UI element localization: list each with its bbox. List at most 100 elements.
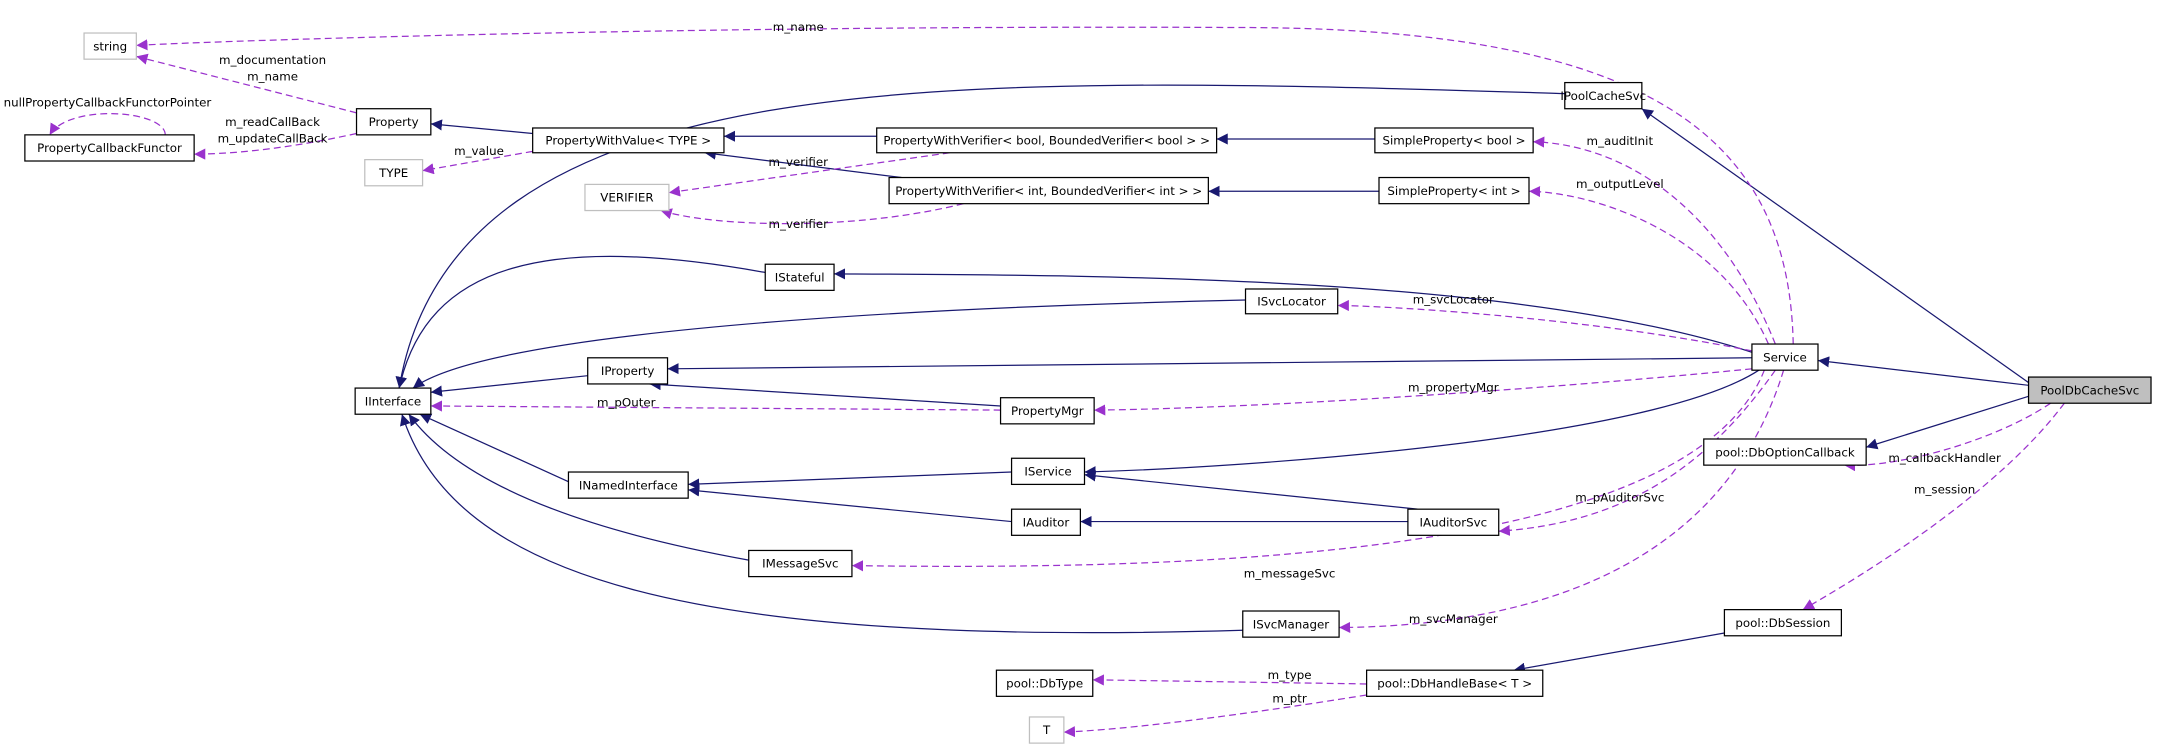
node: IAuditorSvc <box>1407 508 1500 536</box>
node: SimpleProperty< bool > <box>1374 127 1534 154</box>
node-box <box>587 357 669 385</box>
node-label: pool::DbHandleBase< T > <box>1377 676 1532 690</box>
node-box <box>1010 457 1086 486</box>
node-box <box>1564 81 1643 110</box>
node-label: PropertyWithValue< TYPE > <box>545 134 711 148</box>
edge-label: m_outputLevel <box>1576 177 1664 191</box>
node: Service <box>1751 343 1819 371</box>
edge-label: m_name <box>247 70 298 84</box>
node-label: ISvcManager <box>1253 617 1329 631</box>
edge-label: m_value <box>454 144 504 158</box>
node-box <box>748 549 853 578</box>
node: VERIFIER <box>584 183 670 212</box>
node: PropertyWithVerifier< int, BoundedVerifi… <box>888 176 1209 205</box>
edge-label: m_updateCallBack <box>218 131 328 145</box>
node-box <box>876 127 1218 154</box>
node-box <box>354 387 432 415</box>
edge-label: m_type <box>1268 668 1312 682</box>
node-box <box>83 32 137 60</box>
node-box <box>1751 343 1819 371</box>
node-label: string <box>93 39 127 53</box>
node-label: TYPE <box>378 166 408 180</box>
node-box <box>532 127 725 154</box>
node: IPoolCacheSvc <box>1560 81 1646 110</box>
node-box <box>355 108 432 136</box>
node-label: ISvcLocator <box>1257 295 1326 309</box>
edge-label: m_pOuter <box>597 396 656 410</box>
nodes: string PropertyCallbackFunctor Property TYP… <box>24 32 2152 744</box>
node: PropertyMgr <box>999 397 1095 425</box>
edge-label: m_svcManager <box>1409 612 1498 626</box>
node-label: SimpleProperty< int > <box>1387 184 1520 198</box>
node-label: IAuditor <box>1023 515 1070 529</box>
node-label: Property <box>369 115 419 129</box>
node-label: T <box>1042 723 1051 737</box>
node-box <box>764 263 835 291</box>
node-label: IAuditorSvc <box>1419 515 1487 529</box>
edge-label: m_readCallBack <box>225 115 320 129</box>
edge-label: m_auditInit <box>1587 134 1654 148</box>
usage-edges <box>49 26 2065 738</box>
node-label: PropertyMgr <box>1011 404 1084 418</box>
node: PropertyWithVerifier< bool, BoundedVerif… <box>876 127 1218 154</box>
edge-label: m_ptr <box>1272 692 1307 706</box>
node: TYPE <box>364 159 424 187</box>
node: IInterface <box>354 387 432 415</box>
node-box <box>24 134 195 162</box>
node-box <box>567 471 689 499</box>
edge-label: m_pAuditorSvc <box>1575 491 1664 505</box>
node: pool::DbType <box>995 669 1094 697</box>
node: IStateful <box>764 263 835 291</box>
node-label: SimpleProperty< bool > <box>1382 134 1525 148</box>
node: IAuditor <box>1010 508 1081 536</box>
edge-label: m_session <box>1914 482 1975 496</box>
node-box <box>999 397 1095 425</box>
node-label: pool::DbType <box>1006 676 1083 690</box>
edge-label: m_messageSvc <box>1244 566 1336 580</box>
node: SimpleProperty< int > <box>1378 176 1530 205</box>
node-box <box>1723 609 1843 637</box>
node: PoolDbCacheSvc <box>2027 376 2152 404</box>
node: IProperty <box>587 357 669 385</box>
inheritance-edges <box>395 84 2029 674</box>
node: PropertyCallbackFunctor <box>24 134 195 162</box>
edge-label: m_verifier <box>769 217 829 231</box>
node: pool::DbSession <box>1723 609 1843 637</box>
node-box <box>1365 669 1544 697</box>
node-box <box>364 159 424 187</box>
node: string <box>83 32 137 60</box>
node: INamedInterface <box>567 471 689 499</box>
edge-label: m_verifier <box>769 155 829 169</box>
node-label: PropertyWithVerifier< int, BoundedVerifi… <box>895 184 1202 198</box>
node-box <box>1407 508 1500 536</box>
node-box <box>1010 508 1081 536</box>
node-label: IStateful <box>775 270 825 284</box>
edge-labels: m_name m_documentation m_name nullPropertyC… <box>4 20 2001 706</box>
node-box <box>1244 288 1339 315</box>
node: T <box>1028 716 1065 744</box>
node-label: PoolDbCacheSvc <box>2040 383 2139 397</box>
node: ISvcLocator <box>1244 288 1339 315</box>
node: pool::DbHandleBase< T > <box>1365 669 1544 697</box>
edge-label: m_name <box>773 20 824 34</box>
node-box <box>995 669 1094 697</box>
edge-label: nullPropertyCallbackFunctorPointer <box>4 96 212 110</box>
node-label: IPoolCacheSvc <box>1560 89 1646 103</box>
node-label: pool::DbSession <box>1735 616 1830 630</box>
node-box <box>1378 176 1530 205</box>
node-box <box>584 183 670 212</box>
node-label: IMessageSvc <box>762 557 838 571</box>
node-label: Service <box>1763 350 1807 364</box>
node: pool::DbOptionCallback <box>1703 438 1867 466</box>
edge-label: m_propertyMgr <box>1408 381 1499 395</box>
node-box <box>888 176 1209 205</box>
node: ISvcManager <box>1242 610 1340 638</box>
node-label: VERIFIER <box>600 191 653 205</box>
node: IMessageSvc <box>748 549 853 578</box>
node-label: pool::DbOptionCallback <box>1715 445 1855 459</box>
node-box <box>2027 376 2152 404</box>
node-box <box>1374 127 1534 154</box>
edge-label: m_documentation <box>219 53 326 67</box>
